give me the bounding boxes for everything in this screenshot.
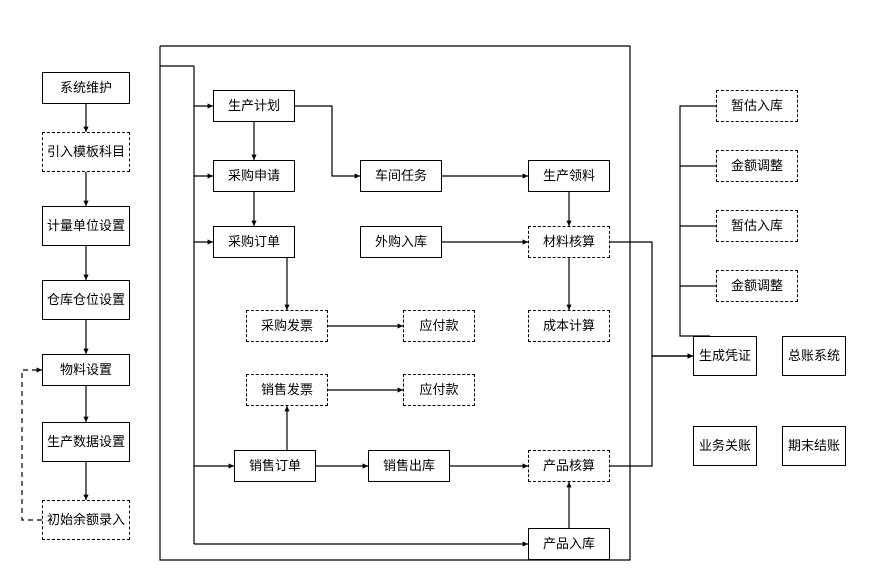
node-n_tpl_subj: 引入模板科目 — [42, 132, 130, 172]
node-n_amt_adj2: 金额调整 — [716, 270, 798, 302]
node-n_ap2: 应付款 — [403, 374, 475, 406]
node-n_prod_issue: 生产领料 — [528, 160, 610, 192]
node-n_prod_data: 生产数据设置 — [42, 422, 130, 462]
node-n_ap1: 应付款 — [403, 310, 475, 342]
node-n_cost_calc: 成本计算 — [528, 310, 610, 342]
node-n_mat_acct: 材料核算 — [528, 226, 610, 258]
node-n_pur_ord: 采购订单 — [213, 226, 295, 258]
node-n_gen_vouch: 生成凭证 — [693, 336, 757, 376]
node-n_wh_loc: 仓库仓位设置 — [42, 280, 130, 320]
node-n_period_cls: 期末结账 — [782, 426, 846, 466]
node-n_est_in1: 暂估入库 — [716, 90, 798, 122]
node-n_gl_sys: 总账系统 — [782, 336, 846, 376]
node-n_sys_maint: 系统维护 — [42, 72, 130, 104]
node-n_mat_set: 物料设置 — [42, 354, 130, 386]
node-n_amt_adj1: 金额调整 — [716, 150, 798, 182]
node-n_sales_out: 销售出库 — [368, 450, 450, 482]
node-n_prod_acct: 产品核算 — [528, 450, 610, 482]
flowchart-canvas: 系统维护引入模板科目计量单位设置仓库仓位设置物料设置生产数据设置初始余额录入 生产… — [0, 0, 882, 585]
node-n_init_bal: 初始余额录入 — [42, 500, 130, 540]
node-n_prod_in: 产品入库 — [528, 528, 610, 560]
node-n_ext_in: 外购入库 — [360, 226, 442, 258]
node-n_shop_task: 车间任务 — [360, 160, 442, 192]
node-n_sales_ord: 销售订单 — [234, 450, 316, 482]
node-n_uom: 计量单位设置 — [42, 206, 130, 246]
node-n_pur_inv: 采购发票 — [246, 310, 328, 342]
node-n_prod_plan: 生产计划 — [213, 90, 295, 122]
node-n_est_in2: 暂估入库 — [716, 210, 798, 242]
node-n_sales_inv: 销售发票 — [246, 374, 328, 406]
node-n_pur_req: 采购申请 — [213, 160, 295, 192]
node-n_biz_close: 业务关账 — [693, 426, 757, 466]
